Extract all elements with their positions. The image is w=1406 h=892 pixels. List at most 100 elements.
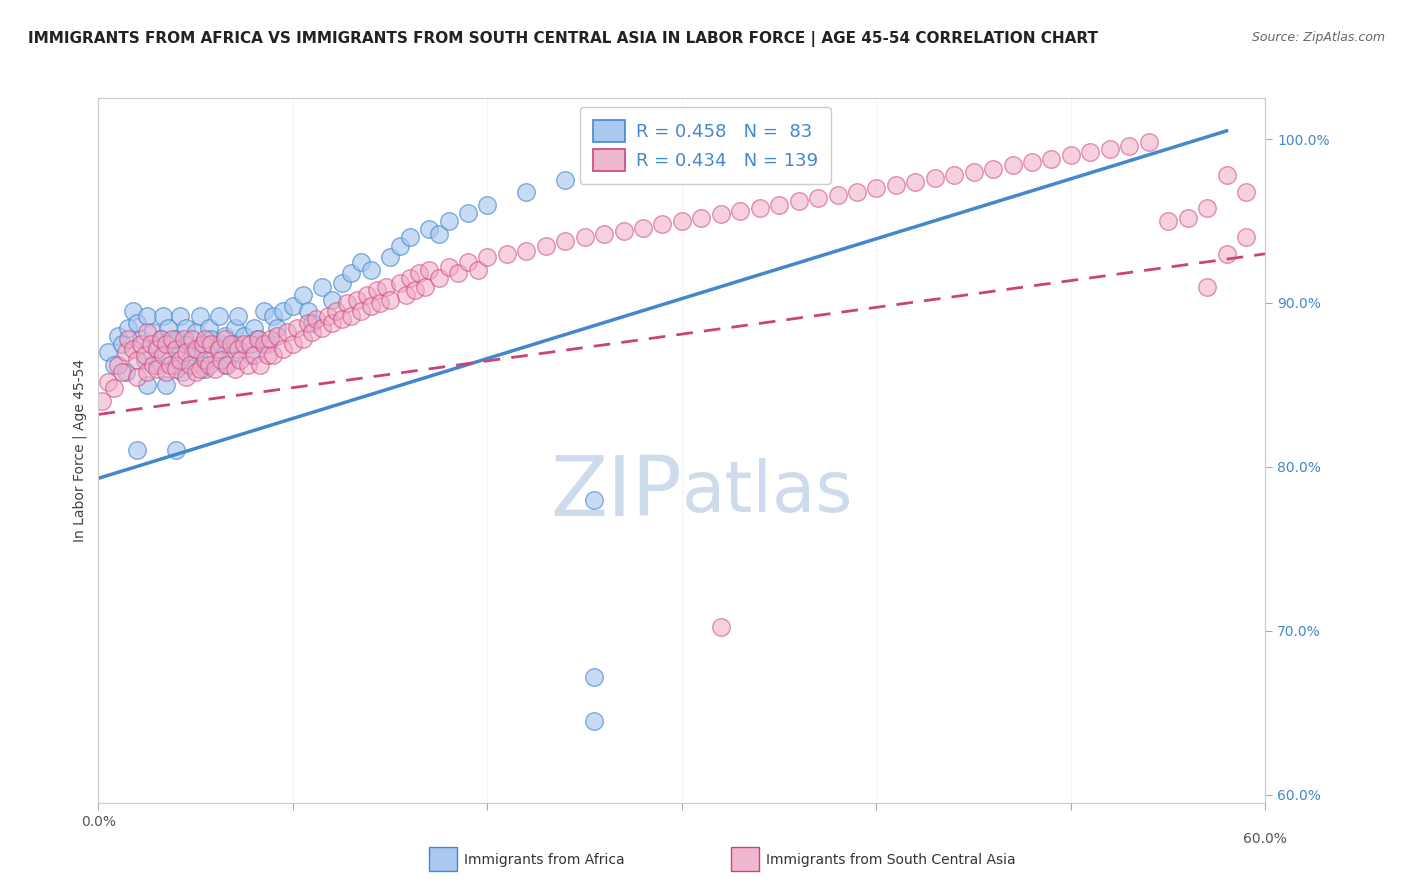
Point xyxy=(477,250,499,264)
Text: Immigrants from South Central Asia: Immigrants from South Central Asia xyxy=(766,853,1017,867)
Point xyxy=(1234,185,1257,199)
Point xyxy=(127,369,149,384)
Point xyxy=(1157,214,1180,228)
Point xyxy=(311,320,333,334)
Point xyxy=(321,293,343,307)
Point xyxy=(224,337,246,351)
Point xyxy=(515,244,537,258)
Point xyxy=(243,348,266,362)
Point xyxy=(146,342,169,356)
Point xyxy=(215,358,238,372)
Point xyxy=(1215,168,1237,182)
Text: atlas: atlas xyxy=(682,458,853,527)
Point xyxy=(316,309,339,323)
Point xyxy=(350,304,373,318)
Point xyxy=(467,263,489,277)
Point xyxy=(103,358,125,372)
Point xyxy=(198,320,221,334)
Point xyxy=(173,332,195,346)
Point xyxy=(194,353,217,368)
Text: 60.0%: 60.0% xyxy=(1243,832,1288,847)
Point xyxy=(1021,155,1043,169)
Point xyxy=(107,358,129,372)
Point xyxy=(193,337,215,351)
Point xyxy=(388,238,411,252)
Point xyxy=(259,332,281,346)
Point xyxy=(477,197,499,211)
Point xyxy=(127,316,149,330)
Point xyxy=(194,361,217,376)
Point xyxy=(179,358,201,372)
Point xyxy=(534,238,557,252)
Point xyxy=(190,358,212,372)
Point xyxy=(107,328,129,343)
Point xyxy=(671,214,693,228)
Point xyxy=(427,271,450,285)
Point xyxy=(142,326,165,340)
Point xyxy=(152,348,174,362)
Point xyxy=(136,365,159,379)
Point xyxy=(162,332,184,346)
Point xyxy=(149,332,172,346)
Point xyxy=(1195,279,1218,293)
Point xyxy=(865,181,887,195)
Point xyxy=(146,358,169,372)
Point xyxy=(271,342,294,356)
Point xyxy=(281,299,304,313)
Point xyxy=(360,299,382,313)
Point xyxy=(184,342,207,356)
Point xyxy=(200,332,222,346)
Text: Source: ZipAtlas.com: Source: ZipAtlas.com xyxy=(1251,31,1385,45)
Point xyxy=(117,320,139,334)
Point xyxy=(214,328,236,343)
Point xyxy=(593,227,616,241)
Point xyxy=(827,187,849,202)
Point xyxy=(224,320,246,334)
Point xyxy=(228,309,250,323)
Point xyxy=(321,316,343,330)
Point xyxy=(1040,152,1063,166)
Point xyxy=(238,358,260,372)
Point xyxy=(398,230,420,244)
Point xyxy=(554,173,576,187)
Point xyxy=(807,191,830,205)
Point xyxy=(139,337,162,351)
Point xyxy=(266,328,288,343)
Point xyxy=(325,304,347,318)
Point xyxy=(336,296,359,310)
Point xyxy=(1060,148,1083,162)
Point xyxy=(437,260,460,274)
Point xyxy=(162,337,184,351)
Point xyxy=(631,220,654,235)
Point xyxy=(146,361,169,376)
Point xyxy=(787,194,810,209)
Point xyxy=(671,165,693,179)
Point xyxy=(710,207,733,221)
Point xyxy=(239,348,262,362)
Point xyxy=(194,332,217,346)
Point xyxy=(129,337,152,351)
Point xyxy=(380,293,402,307)
Text: IMMIGRANTS FROM AFRICA VS IMMIGRANTS FROM SOUTH CENTRAL ASIA IN LABOR FORCE | AG: IMMIGRANTS FROM AFRICA VS IMMIGRANTS FRO… xyxy=(28,31,1098,47)
Point xyxy=(214,358,236,372)
Point xyxy=(690,211,713,225)
Point xyxy=(170,365,193,379)
Point xyxy=(370,296,392,310)
Point xyxy=(184,326,207,340)
Point xyxy=(127,443,149,458)
Point xyxy=(748,201,770,215)
Point xyxy=(846,185,869,199)
Point xyxy=(174,345,197,359)
Point xyxy=(180,348,202,362)
Legend: R = 0.458   N =  83, R = 0.434   N = 139: R = 0.458 N = 83, R = 0.434 N = 139 xyxy=(579,107,831,184)
Point xyxy=(574,230,596,244)
Point xyxy=(200,337,222,351)
Point xyxy=(768,197,790,211)
Point xyxy=(408,267,430,281)
Y-axis label: In Labor Force | Age 45-54: In Labor Force | Age 45-54 xyxy=(73,359,87,542)
Point xyxy=(165,443,187,458)
Point xyxy=(710,156,733,170)
Point xyxy=(554,234,576,248)
Point xyxy=(297,304,319,318)
Point xyxy=(1118,138,1140,153)
